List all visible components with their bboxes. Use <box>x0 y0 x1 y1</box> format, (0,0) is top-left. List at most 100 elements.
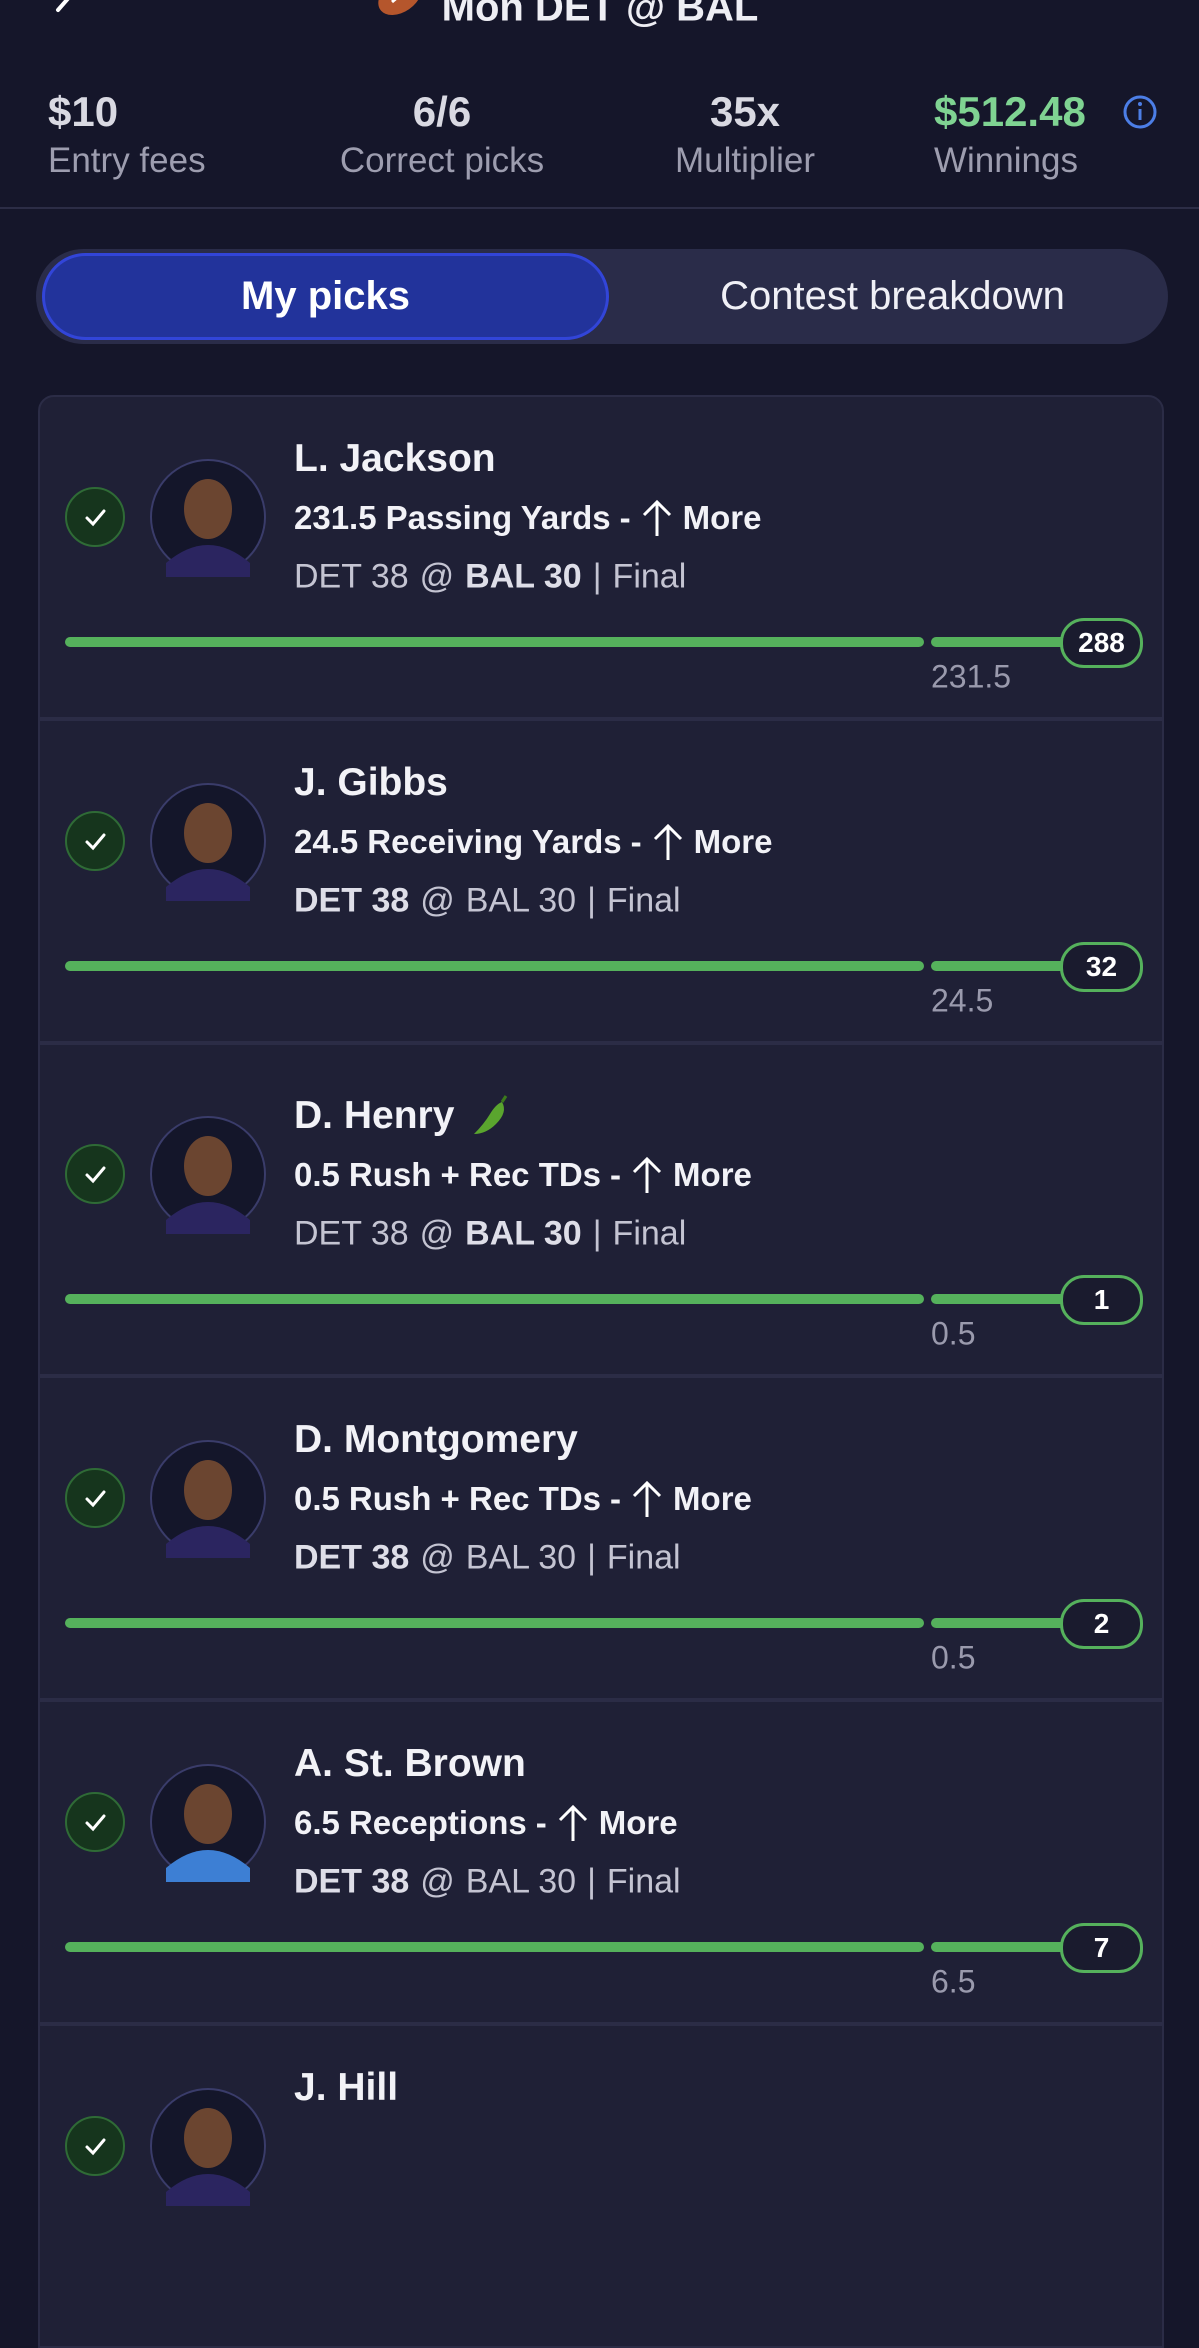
pick-card: D. Henry 0.5 Rush + Rec TDs - More DET 38 @ BAL… <box>38 1043 1164 1376</box>
arrow <box>558 1804 587 1841</box>
prop-stat: Receiving Yards <box>367 823 622 860</box>
player-name: J. Hill <box>294 2066 398 2110</box>
game-line: DET 38 @ BAL 30 | Final <box>294 1215 686 1254</box>
game-status: Final <box>612 557 687 596</box>
stat-label: Entry fees <box>48 141 206 180</box>
avatar-body <box>166 545 250 577</box>
check-icon <box>65 2116 125 2176</box>
pick-card: J. Gibbs 24.5 Receiving Yards - More DET 38 @ B… <box>38 719 1164 1043</box>
prop-value: 231.5 <box>294 499 377 536</box>
home-team: BAL 30 <box>465 881 577 920</box>
check-mark <box>85 509 106 527</box>
player-name: D. Montgomery <box>294 1418 578 1462</box>
progress-bar-over <box>931 637 1066 647</box>
line-label: 0.5 <box>931 1315 976 1352</box>
player-avatar <box>150 783 266 901</box>
game-status: Final <box>606 1538 681 1577</box>
pick-card: D. Montgomery 0.5 Rush + Rec TDs - More DET 3… <box>38 1376 1164 1700</box>
prop-value: 6.5 <box>294 1804 340 1841</box>
prop-direction: More <box>673 1156 752 1193</box>
avatar-body <box>166 1526 250 1558</box>
progress-bar <box>65 1294 924 1304</box>
game-line: DET 38 @ BAL 30 | Final <box>294 882 681 921</box>
prop-direction: More <box>673 1480 752 1517</box>
progress-bar <box>65 1942 924 1952</box>
arrow <box>632 1480 662 1517</box>
game-status: Final <box>606 881 681 920</box>
check-circle <box>65 1468 125 1528</box>
player-name: A. St. Brown <box>294 1742 526 1786</box>
game-separator: @ <box>420 1862 455 1901</box>
actual-pill: 1 <box>1060 1275 1143 1325</box>
prop-dash: - <box>610 1156 622 1193</box>
player-name: D. Henry <box>294 1094 512 1138</box>
avatar-head <box>184 479 232 539</box>
arrow-up-icon <box>558 1804 587 1841</box>
divider <box>0 207 1199 209</box>
prop-dash: - <box>610 1480 622 1517</box>
check-circle <box>65 2116 125 2176</box>
check-icon <box>65 1144 125 1204</box>
back-button[interactable] <box>44 0 84 20</box>
pepper-icon <box>474 1095 508 1134</box>
prop-value: 24.5 <box>294 823 359 860</box>
check-circle <box>65 1792 125 1852</box>
game-divider: | <box>592 1214 602 1253</box>
arrow <box>632 1156 662 1193</box>
player-name-text: D. Montgomery <box>294 1418 578 1461</box>
avatar-head <box>184 2108 232 2168</box>
player-name-text: D. Henry <box>294 1094 455 1137</box>
prop-direction: More <box>682 499 762 536</box>
actual-pill: 288 <box>1060 618 1143 668</box>
game-separator: @ <box>419 557 455 596</box>
pick-card: L. Jackson 231.5 Passing Yards - More DET 38 @… <box>38 395 1164 719</box>
tab[interactable]: Contest breakdown <box>609 253 1176 340</box>
game-separator: @ <box>420 881 455 920</box>
progress-bar-over <box>931 1942 1066 1952</box>
line-label: 231.5 <box>931 658 1012 695</box>
prop-line: 6.5 Receptions - More <box>294 1803 678 1843</box>
game-divider: | <box>587 1538 596 1577</box>
game-divider: | <box>587 881 596 920</box>
player-name-text: J. Hill <box>294 2066 399 2109</box>
avatar-body <box>166 1202 250 1234</box>
game-line: DET 38 @ BAL 30 | Final <box>294 1863 681 1902</box>
stat-label: Correct picks <box>339 141 545 180</box>
prop-stat: Receptions <box>348 1804 527 1841</box>
check-circle <box>65 1144 125 1204</box>
check-mark <box>85 833 106 851</box>
prop-direction: More <box>693 823 773 860</box>
check-icon <box>65 1792 125 1852</box>
player-avatar <box>150 1116 266 1234</box>
game-status: Final <box>612 1214 687 1253</box>
check-circle <box>65 487 125 547</box>
prop-line: 0.5 Rush + Rec TDs - More <box>294 1479 752 1519</box>
away-team: DET 38 <box>294 557 409 596</box>
player-avatar <box>150 1764 266 1882</box>
prop-dash: - <box>535 1804 547 1841</box>
game-divider: | <box>592 557 602 596</box>
progress-bar <box>65 1618 924 1628</box>
pick-card: J. Hill <box>38 2024 1164 2348</box>
check-circle <box>65 811 125 871</box>
player-name: J. Gibbs <box>294 761 448 805</box>
progress-bar-over <box>931 1618 1066 1628</box>
pepper <box>474 1102 505 1134</box>
progress-bar-over <box>931 961 1066 971</box>
player-avatar <box>150 2088 266 2206</box>
game-line: DET 38 @ BAL 30 | Final <box>294 1539 681 1578</box>
home-team: BAL 30 <box>465 1862 577 1901</box>
line-label: 0.5 <box>931 1639 976 1676</box>
check-icon <box>65 1468 125 1528</box>
prop-line: 0.5 Rush + Rec TDs - More <box>294 1155 752 1195</box>
progress-bar <box>65 961 924 971</box>
progress-bar <box>65 637 924 647</box>
player-name-text: A. St. Brown <box>294 1742 526 1785</box>
away-team: DET 38 <box>294 1538 410 1577</box>
tab[interactable]: My picks <box>42 253 609 340</box>
home-team: BAL 30 <box>465 557 582 596</box>
player-name: L. Jackson <box>294 437 496 481</box>
info-icon[interactable] <box>1122 94 1158 130</box>
football-icon <box>378 0 422 16</box>
